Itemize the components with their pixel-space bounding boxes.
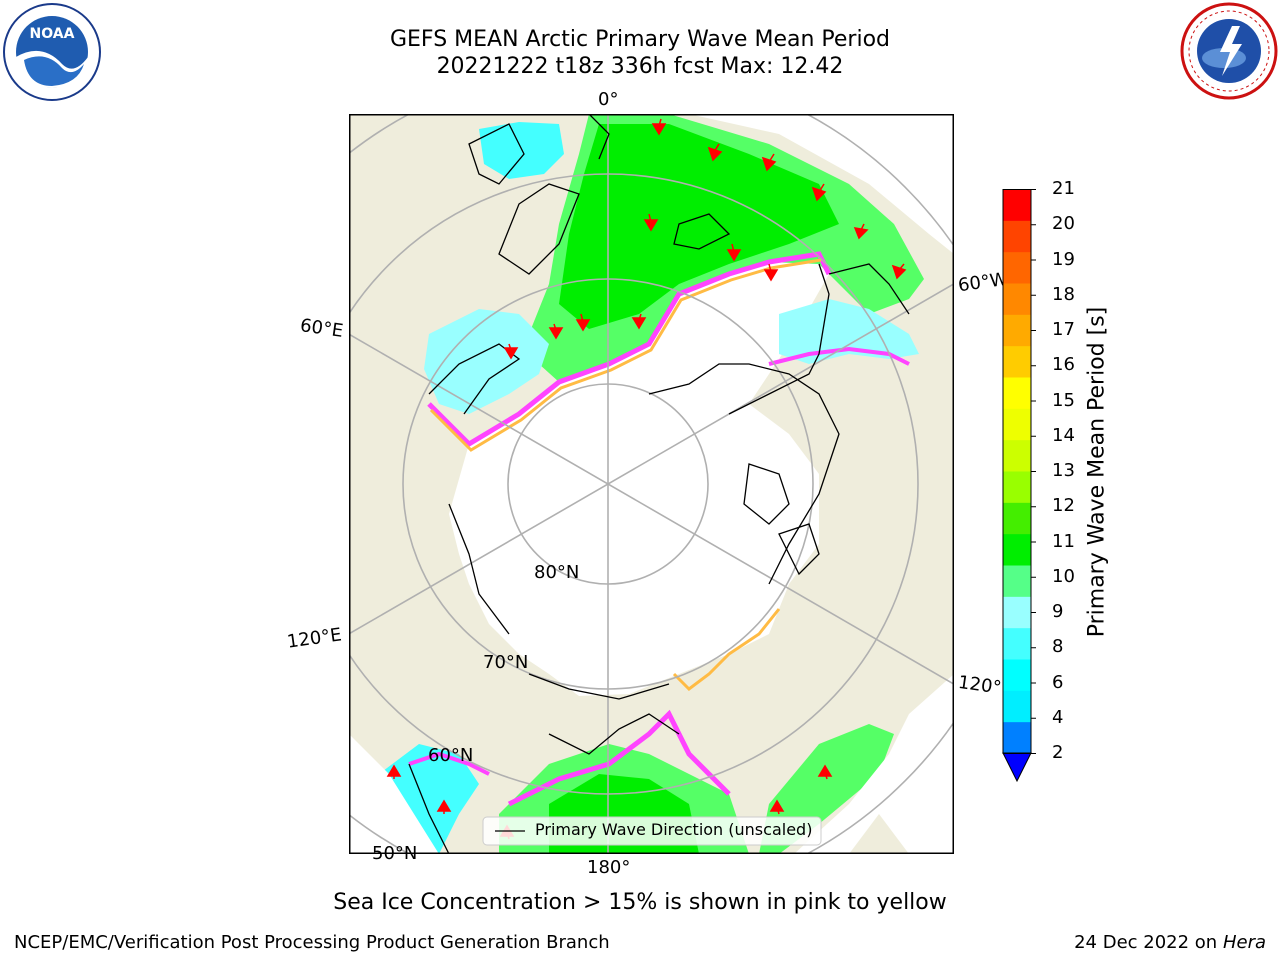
wave-direction-arrows bbox=[386, 118, 907, 840]
colorbar-band bbox=[1003, 345, 1031, 378]
map-legend-label: Primary Wave Direction (unscaled) bbox=[535, 820, 813, 839]
colorbar-tick-label: 11 bbox=[1052, 530, 1075, 552]
chart-title-line1: GEFS MEAN Arctic Primary Wave Mean Perio… bbox=[389, 27, 890, 52]
colorbar-tick-label: 13 bbox=[1052, 460, 1075, 481]
coastlines bbox=[408, 114, 910, 854]
map-legend bbox=[482, 816, 822, 846]
colorbar-band bbox=[1003, 439, 1031, 472]
arrow-11 bbox=[548, 323, 564, 340]
colorbar-band bbox=[1003, 189, 1031, 221]
colorbar-band bbox=[1003, 408, 1031, 441]
nws-logo bbox=[1180, 2, 1278, 104]
colorbar-tick-label: 19 bbox=[1052, 248, 1075, 270]
graticule bbox=[349, 114, 954, 854]
arrow-14 bbox=[386, 764, 402, 779]
colorbar-band bbox=[1003, 471, 1031, 503]
lon-label-120e: 120°E bbox=[285, 624, 343, 653]
colorbar-tick-label: 17 bbox=[1052, 319, 1075, 340]
colorbar-band bbox=[1003, 690, 1031, 723]
outside-domain-left bbox=[349, 734, 439, 854]
noaa-logo-text: NOAA bbox=[30, 26, 75, 42]
colorbar-band bbox=[1003, 565, 1031, 597]
colorbar-tick-label: 2 bbox=[1052, 742, 1064, 763]
colorbar-tick-label: 20 bbox=[1052, 213, 1075, 235]
colorbar-tick-label: 16 bbox=[1052, 354, 1075, 376]
outside-domain bbox=[689, 114, 954, 254]
colorbar-band bbox=[1003, 502, 1031, 535]
arrow-15 bbox=[436, 799, 452, 814]
lon-label-0: 0° bbox=[598, 89, 619, 110]
ice-edge-baffin bbox=[768, 346, 910, 366]
lat-label-70: 70°N bbox=[483, 652, 529, 673]
lat-label-80: 80°N bbox=[534, 562, 580, 583]
colorbar-tick-label: 4 bbox=[1052, 706, 1064, 728]
ice-edge-atlantic bbox=[427, 251, 832, 448]
colorbar-tick-label: 12 bbox=[1052, 495, 1075, 517]
colorbar-tick-label: 8 bbox=[1052, 636, 1064, 658]
colorbar-band bbox=[1003, 220, 1031, 253]
ice-edge-pacific bbox=[507, 709, 731, 807]
colorbar-tick-label: 15 bbox=[1052, 389, 1075, 411]
arrow-16 bbox=[769, 799, 785, 815]
colorbar-title: Primary Wave Mean Period [s] bbox=[1084, 306, 1110, 638]
arrow-10 bbox=[503, 343, 519, 360]
colorbar-tick-label: 10 bbox=[1052, 565, 1075, 587]
colorbar-tick-label: 6 bbox=[1052, 671, 1064, 693]
colorbar-extend-triangle bbox=[1002, 752, 1032, 783]
outside-domain-lower bbox=[794, 674, 954, 854]
baffin-cyan bbox=[779, 299, 919, 364]
ice-edge-pacific-2 bbox=[672, 608, 781, 691]
arrow-2 bbox=[707, 143, 723, 162]
lon-label-180: 180° bbox=[587, 857, 631, 878]
footer-date: 24 Dec 2022 on Hera bbox=[1074, 932, 1266, 953]
barents-cyan bbox=[424, 309, 549, 414]
colorbar-band bbox=[1003, 659, 1031, 691]
footer-date-text: 24 Dec 2022 on bbox=[1074, 932, 1218, 953]
colorbar bbox=[1002, 189, 1036, 789]
colorbar-tick-label: 21 bbox=[1052, 178, 1075, 199]
colorbar-tick-label: 9 bbox=[1052, 601, 1064, 622]
arrow-9 bbox=[631, 313, 647, 330]
colorbar-band bbox=[1003, 627, 1031, 660]
footer-branch: NCEP/EMC/Verification Post Processing Pr… bbox=[14, 932, 610, 953]
colorbar-graphic bbox=[1002, 189, 1036, 783]
arrow-6 bbox=[726, 243, 742, 262]
arctic-map bbox=[349, 114, 954, 854]
noaa-logo: NOAA bbox=[2, 2, 102, 106]
arrow-12 bbox=[853, 223, 869, 240]
arrow-8 bbox=[575, 313, 591, 332]
white-sea-cyan bbox=[479, 122, 564, 179]
arrow-5 bbox=[643, 213, 659, 232]
lat-label-60: 60°N bbox=[428, 745, 474, 766]
arrow-17 bbox=[817, 764, 833, 780]
ice-edge-okhotsk bbox=[408, 751, 490, 776]
ice-edge-atlantic-2 bbox=[429, 258, 822, 452]
arrow-13 bbox=[891, 263, 907, 280]
lat-label-50: 50°N bbox=[372, 843, 418, 864]
arrow-1 bbox=[651, 118, 667, 136]
colorbar-band bbox=[1003, 377, 1031, 409]
arrow-7 bbox=[763, 263, 779, 282]
colorbar-band bbox=[1003, 283, 1031, 315]
colorbar-band bbox=[1003, 721, 1031, 754]
colorbar-band bbox=[1003, 251, 1031, 284]
footer-host: Hera bbox=[1222, 932, 1266, 953]
lon-label-60e: 60°E bbox=[298, 315, 345, 342]
colorbar-band bbox=[1003, 533, 1031, 566]
map-border bbox=[349, 114, 954, 854]
colorbar-tick-label: 14 bbox=[1052, 424, 1075, 446]
arrow-4 bbox=[811, 183, 827, 202]
ice-caption: Sea Ice Concentration > 15% is shown in … bbox=[333, 890, 947, 915]
arrow-3 bbox=[761, 153, 777, 172]
colorbar-band bbox=[1003, 314, 1031, 347]
colorbar-tick-label: 18 bbox=[1052, 283, 1075, 305]
colorbar-band bbox=[1003, 596, 1031, 629]
chart-title-line2: 20221222 t18z 336h fcst Max: 12.42 bbox=[436, 54, 844, 79]
